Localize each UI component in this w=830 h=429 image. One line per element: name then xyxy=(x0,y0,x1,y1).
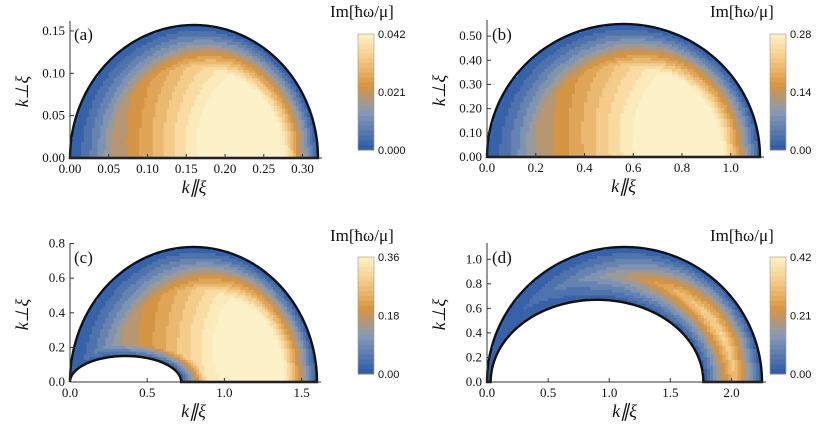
panel-label: (d) xyxy=(492,248,512,267)
panel-label: (c) xyxy=(74,248,93,267)
y-axis-label: k⊥ξ xyxy=(12,299,32,331)
x-tick-label: 0.0 xyxy=(62,385,78,400)
colorbar-title: Im[ħω/μ] xyxy=(710,226,774,245)
contour-fill xyxy=(487,247,762,382)
x-axis-label: k∥ξ xyxy=(182,177,207,197)
x-tick-label: 1.0 xyxy=(216,385,232,400)
x-tick-label: 0.5 xyxy=(540,385,556,400)
x-tick-label: 0.0 xyxy=(479,385,495,400)
x-tick-label: 0.30 xyxy=(291,161,314,176)
x-tick-label: 0.0 xyxy=(479,160,495,175)
colorbar-tick-label: 0.42 xyxy=(790,252,811,264)
y-tick-label: 0.4 xyxy=(49,305,66,320)
x-tick-label: 0.8 xyxy=(674,160,690,175)
colorbar: 0.042 0.021 0.000 xyxy=(357,29,406,157)
y-tick-label: 0.2 xyxy=(466,349,482,364)
y-tick-label: 0.2 xyxy=(49,339,65,354)
colorbar: 0.36 0.18 0.00 xyxy=(357,252,399,381)
y-tick-label: 0.8 xyxy=(49,236,65,251)
x-tick-label: 0.10 xyxy=(136,161,159,176)
y-tick-label: 0.40 xyxy=(459,52,482,67)
contour-fill xyxy=(487,24,760,157)
contour-fill xyxy=(70,247,317,382)
x-axis-label: k∥ξ xyxy=(611,176,636,196)
colorbar-tick-label: 0.000 xyxy=(378,145,406,157)
panel-2: 0.0 0.2 0.4 0.6 0.8 1.0 0.00 0.10 0.20 0.30 0.40 0.… xyxy=(429,2,811,196)
colorbar-tick-label: 0.021 xyxy=(378,87,406,99)
x-tick-label: 0.15 xyxy=(175,161,198,176)
colorbar-title: Im[ħω/μ] xyxy=(330,2,394,21)
y-tick-label: 0.10 xyxy=(459,125,482,140)
panel-3: 0.0 0.5 1.0 1.5 0.0 0.2 0.4 0.6 0.8 k∥ξ k⊥ξ (c) 0.36… xyxy=(12,226,399,421)
panel-1: 0.00 0.05 0.10 0.15 0.20 0.25 0.30 0.00 0.05 0.10… xyxy=(12,2,406,197)
y-axis-label: k⊥ξ xyxy=(429,299,449,331)
panel-label: (a) xyxy=(74,25,93,44)
panel-label: (b) xyxy=(492,25,512,44)
y-tick-label: 0.50 xyxy=(459,28,482,43)
x-tick-label: 0.00 xyxy=(59,161,82,176)
contour-fill xyxy=(70,25,318,158)
x-tick-label: 0.6 xyxy=(625,160,642,175)
y-tick-label: 0.30 xyxy=(459,76,482,91)
colorbar-tick-label: 0.00 xyxy=(790,369,811,381)
y-tick-label: 1.0 xyxy=(466,251,482,266)
x-tick-label: 1.5 xyxy=(662,385,678,400)
y-tick-label: 0.20 xyxy=(459,101,482,116)
y-tick-label: 0.00 xyxy=(42,150,65,165)
y-axis-label: k⊥ξ xyxy=(12,76,32,108)
domain-boundary xyxy=(485,22,762,159)
y-tick-label: 0.15 xyxy=(42,23,65,38)
colorbar-tick-label: 0.14 xyxy=(790,87,811,99)
y-tick-label: 0.10 xyxy=(42,65,65,80)
y-tick-label: 0.05 xyxy=(42,108,65,123)
x-tick-label: 2.0 xyxy=(723,385,739,400)
x-tick-label: 0.4 xyxy=(576,160,593,175)
colorbar-tick-label: 0.18 xyxy=(378,311,399,323)
x-axis-label: k∥ξ xyxy=(612,401,637,421)
y-tick-label: 0.4 xyxy=(466,325,483,340)
x-tick-label: 0.25 xyxy=(252,161,275,176)
x-tick-label: 1.5 xyxy=(293,385,309,400)
y-tick-label: 0.00 xyxy=(459,149,482,164)
y-axis-label: k⊥ξ xyxy=(429,75,449,107)
colorbar: 0.28 0.14 0.00 xyxy=(769,29,811,157)
y-tick-label: 0.6 xyxy=(466,300,483,315)
panel-4: 0.0 0.5 1.0 1.5 2.00.00.20.40.60.81.0k∥ξk⊥ξ(… xyxy=(429,226,811,421)
colorbar-tick-label: 0.00 xyxy=(790,145,811,157)
x-axis-label: k∥ξ xyxy=(181,401,206,421)
x-tick-label: 0.2 xyxy=(528,160,544,175)
x-tick-label: 1.0 xyxy=(601,385,617,400)
y-tick-label: 0.0 xyxy=(49,374,65,389)
x-tick-label: 0.05 xyxy=(97,161,120,176)
colorbar-tick-label: 0.042 xyxy=(378,29,406,41)
colorbar-title: Im[ħω/μ] xyxy=(330,226,394,245)
y-tick-label: 0.8 xyxy=(466,276,482,291)
domain-boundary xyxy=(68,23,320,160)
colorbar-tick-label: 0.36 xyxy=(378,252,399,264)
y-tick-label: 0.0 xyxy=(466,374,482,389)
colorbar: 0.42 0.21 0.00 xyxy=(769,252,811,381)
x-tick-label: 0.5 xyxy=(139,385,155,400)
colorbar-tick-label: 0.00 xyxy=(378,369,399,381)
colorbar-tick-label: 0.28 xyxy=(790,29,811,41)
x-tick-label: 0.20 xyxy=(214,161,237,176)
y-tick-label: 0.6 xyxy=(49,270,66,285)
x-tick-label: 1.0 xyxy=(723,160,739,175)
colorbar-title: Im[ħω/μ] xyxy=(710,2,774,21)
colorbar-tick-label: 0.21 xyxy=(790,311,811,323)
